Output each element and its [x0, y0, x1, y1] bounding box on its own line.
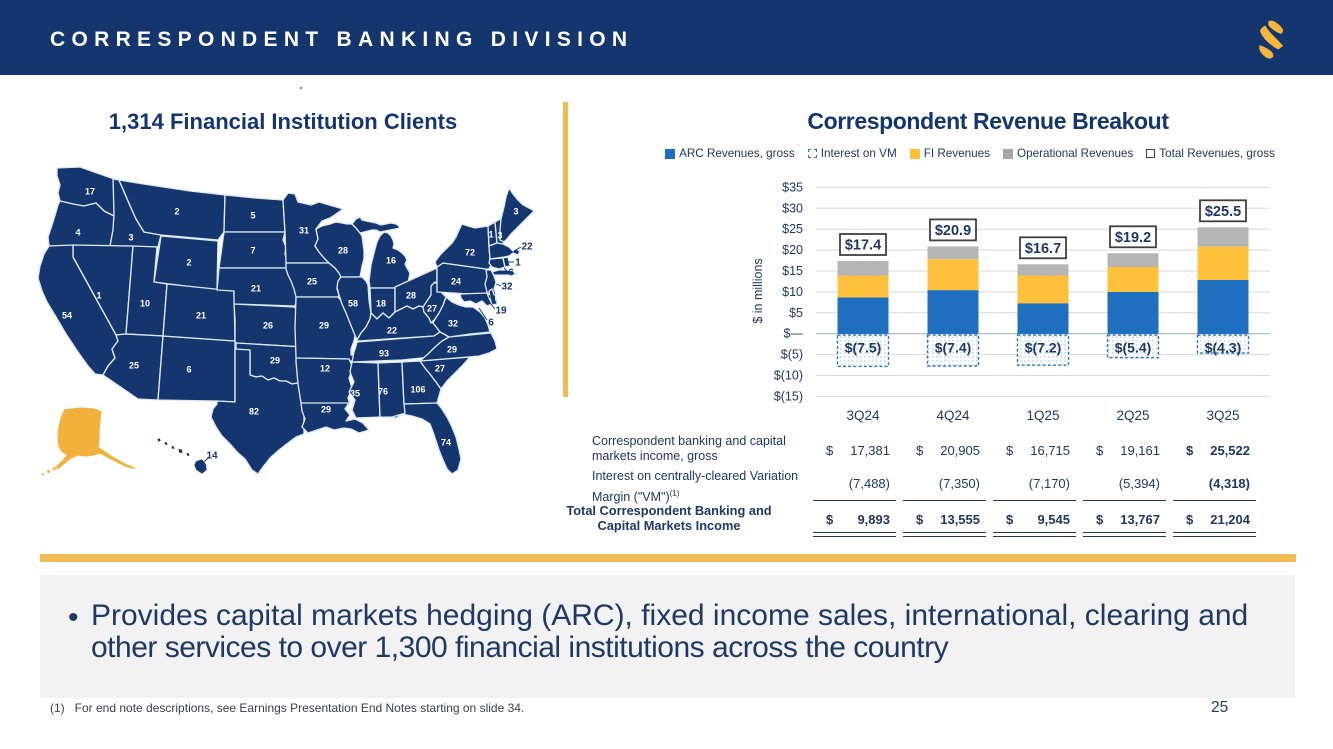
svg-text:25: 25 — [129, 360, 139, 370]
svg-text:$25: $25 — [782, 222, 803, 236]
svg-text:$(7.4): $(7.4) — [935, 340, 972, 356]
svg-text:1: 1 — [515, 258, 521, 269]
svg-text:3: 3 — [128, 232, 133, 242]
svg-text:18: 18 — [376, 298, 386, 308]
svg-text:74: 74 — [441, 437, 451, 447]
svg-text:6: 6 — [186, 364, 191, 374]
svg-text:$(7.5): $(7.5) — [845, 340, 882, 356]
svg-text:21: 21 — [251, 283, 261, 293]
svg-text:29: 29 — [321, 404, 331, 414]
svg-text:$(7.2): $(7.2) — [1025, 340, 1062, 356]
svg-text:28: 28 — [338, 245, 348, 255]
svg-text:$30: $30 — [782, 201, 803, 215]
svg-text:$25.5: $25.5 — [1205, 204, 1241, 220]
svg-text:72: 72 — [465, 247, 475, 257]
svg-text:2: 2 — [174, 206, 179, 216]
svg-text:28: 28 — [406, 290, 416, 300]
svg-text:31: 31 — [299, 225, 309, 235]
svg-text:$(5): $(5) — [781, 348, 803, 362]
svg-text:16: 16 — [386, 255, 396, 265]
svg-text:6: 6 — [488, 318, 494, 329]
svg-text:29: 29 — [447, 344, 457, 354]
svg-text:29: 29 — [319, 320, 329, 330]
svg-text:$16.7: $16.7 — [1025, 241, 1061, 257]
svg-text:1: 1 — [488, 229, 493, 239]
svg-text:$15: $15 — [782, 264, 803, 278]
svg-text:32: 32 — [448, 318, 458, 328]
svg-text:$20: $20 — [782, 243, 803, 257]
svg-text:27: 27 — [427, 303, 437, 313]
svg-text:76: 76 — [378, 386, 388, 396]
svg-text:$10: $10 — [782, 285, 803, 299]
svg-text:25: 25 — [307, 276, 317, 286]
svg-text:58: 58 — [348, 298, 358, 308]
svg-text:3: 3 — [513, 206, 518, 216]
svg-text:1: 1 — [491, 295, 497, 306]
svg-text:$5: $5 — [789, 306, 803, 320]
svg-text:3: 3 — [497, 230, 502, 240]
svg-text:$20.9: $20.9 — [935, 223, 971, 239]
svg-text:$19.2: $19.2 — [1115, 230, 1151, 246]
svg-text:27: 27 — [435, 363, 445, 373]
svg-text:$35: $35 — [782, 180, 803, 194]
svg-text:93: 93 — [379, 348, 389, 358]
svg-text:10: 10 — [140, 298, 150, 308]
svg-text:26: 26 — [263, 320, 273, 330]
svg-text:32: 32 — [501, 282, 513, 293]
svg-text:2: 2 — [186, 257, 191, 267]
svg-text:5: 5 — [250, 210, 255, 220]
svg-text:35: 35 — [350, 388, 360, 398]
svg-text:$(15): $(15) — [774, 389, 803, 403]
svg-text:$ in millions: $ in millions — [751, 258, 765, 323]
svg-text:22: 22 — [521, 242, 533, 253]
svg-text:22: 22 — [387, 325, 397, 335]
svg-text:$(4.3): $(4.3) — [1205, 340, 1242, 356]
svg-text:$(10): $(10) — [774, 369, 803, 383]
svg-text:21: 21 — [196, 310, 206, 320]
svg-text:29: 29 — [270, 355, 280, 365]
svg-text:14: 14 — [206, 451, 218, 462]
svg-text:6: 6 — [508, 268, 514, 279]
svg-text:$—: $— — [784, 327, 804, 341]
svg-text:82: 82 — [249, 406, 259, 416]
svg-text:17: 17 — [85, 186, 95, 196]
svg-text:12: 12 — [320, 363, 330, 373]
svg-text:106: 106 — [410, 384, 425, 394]
svg-text:4: 4 — [75, 227, 80, 237]
svg-text:$17.4: $17.4 — [845, 238, 881, 254]
svg-text:$(5.4): $(5.4) — [1115, 340, 1152, 356]
svg-text:19: 19 — [495, 306, 507, 317]
svg-text:24: 24 — [451, 276, 461, 286]
svg-text:54: 54 — [62, 310, 72, 320]
svg-text:7: 7 — [250, 245, 255, 255]
svg-text:1: 1 — [96, 290, 101, 300]
